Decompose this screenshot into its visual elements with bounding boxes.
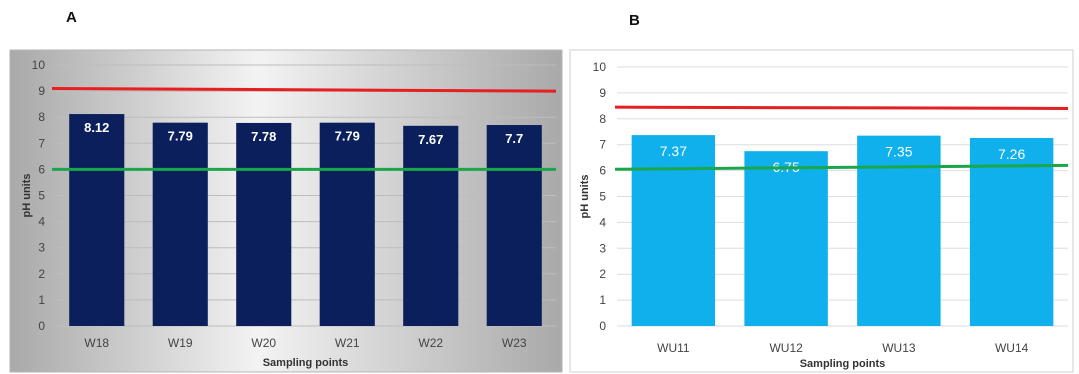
bar-a-w23: [486, 125, 542, 326]
data-label-b-wu13: 7.35: [885, 144, 912, 160]
y-tick-label-a-7: 7: [38, 136, 45, 150]
y-axis-title-a: pH units: [21, 174, 33, 218]
y-tick-label-b-7: 7: [599, 138, 606, 152]
x-tick-label-a-w18: W18: [84, 336, 109, 350]
data-label-a-w19: 7.79: [168, 129, 193, 144]
data-label-a-w23: 7.7: [505, 131, 523, 146]
y-tick-label-a-3: 3: [38, 241, 45, 255]
y-tick-label-a-0: 0: [38, 319, 45, 333]
x-axis-title-a: Sampling points: [263, 357, 349, 369]
x-tick-label-a-w21: W21: [335, 336, 360, 350]
chart-a: 0 1 2 3 4 5 6 7 8 9 10 8.12 W18 7.79 W19 7.78 W20 7.79 W21…: [21, 58, 557, 369]
x-tick-label-b-wu14: WU14: [995, 341, 1029, 355]
x-tick-label-a-w23: W23: [502, 336, 527, 350]
y-tick-label-b-10: 10: [593, 60, 607, 74]
data-label-a-w22: 7.67: [418, 132, 443, 147]
x-tick-label-b-wu11: WU11: [657, 341, 690, 355]
reference-line-a-0: [51, 86, 557, 93]
y-tick-label-b-0: 0: [599, 319, 606, 333]
y-tick-label-a-10: 10: [32, 58, 46, 72]
x-tick-label-a-w22: W22: [418, 336, 443, 350]
y-tick-label-b-2: 2: [599, 267, 606, 281]
y-tick-label-a-2: 2: [38, 267, 45, 281]
bar-a-w19: [152, 122, 208, 326]
chart-b: 0123456789107.37WU116.75WU127.35WU137.26…: [579, 60, 1069, 370]
data-label-a-w21: 7.79: [335, 129, 360, 144]
y-tick-label-a-8: 8: [38, 110, 45, 124]
bar-a-w22: [403, 125, 459, 326]
panel-b-letter: B: [629, 12, 640, 29]
bar-a-w20: [236, 122, 292, 326]
x-tick-label-b-wu13: WU13: [882, 341, 916, 355]
data-label-a-w20: 7.78: [251, 129, 276, 144]
x-axis-title-b: Sampling points: [800, 358, 886, 370]
bar-a-w21: [319, 122, 375, 326]
bar-b-wu12: [744, 151, 828, 326]
reference-line-b-0: [614, 105, 1069, 110]
x-tick-label-a-w19: W19: [168, 336, 193, 350]
y-tick-label-a-6: 6: [38, 162, 45, 176]
y-tick-label-b-8: 8: [599, 112, 606, 126]
reference-line-b-1: [614, 163, 1069, 171]
y-tick-label-a-9: 9: [38, 84, 45, 98]
x-tick-label-a-w20: W20: [251, 336, 276, 350]
y-tick-label-b-6: 6: [599, 164, 606, 178]
y-tick-label-a-4: 4: [38, 215, 45, 229]
bar-b-wu13: [857, 135, 941, 326]
data-label-b-wu14: 7.26: [998, 146, 1025, 162]
y-axis-title-b: pH units: [579, 175, 591, 219]
y-tick-label-a-5: 5: [38, 189, 45, 203]
bar-b-wu11: [631, 135, 716, 326]
y-tick-label-a-1: 1: [38, 293, 45, 307]
data-label-a-w18: 8.12: [84, 120, 109, 135]
x-tick-label-b-wu12: WU12: [769, 341, 803, 355]
y-tick-label-b-9: 9: [599, 86, 606, 100]
y-tick-label-b-3: 3: [599, 241, 606, 255]
y-tick-label-b-5: 5: [599, 190, 606, 204]
panel-a-letter: A: [66, 9, 77, 26]
data-label-b-wu11: 7.37: [660, 143, 687, 159]
bar-b-wu14: [969, 137, 1054, 326]
y-tick-label-b-4: 4: [599, 215, 606, 229]
y-tick-label-b-1: 1: [599, 293, 606, 307]
bar-a-w18: [69, 114, 125, 327]
